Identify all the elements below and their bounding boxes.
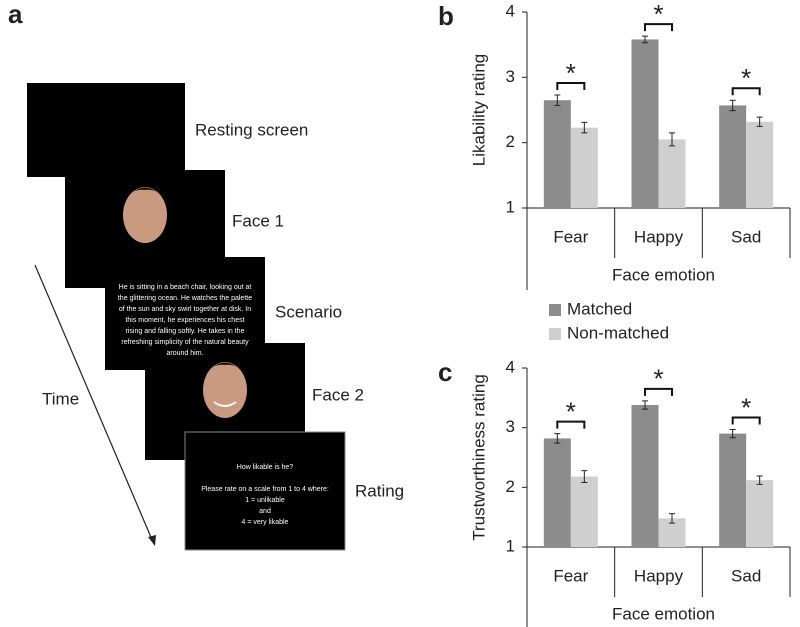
x-tick-label: Sad — [731, 566, 761, 585]
y-tick-label: 2 — [506, 132, 515, 151]
y-tick-label: 1 — [506, 197, 515, 216]
legend-swatch — [549, 304, 561, 316]
significance-star: * — [653, 0, 663, 29]
screen-text: the glittering ocean. He watches the pal… — [118, 295, 252, 302]
error-bar — [729, 428, 736, 439]
screen-text: 4 = very likable — [242, 519, 289, 526]
screen-text: He is sitting in a beach chair, looking … — [119, 284, 252, 291]
error-bar — [669, 132, 675, 147]
significance-bracket — [644, 387, 673, 396]
bar — [543, 438, 571, 547]
significance-bracket — [731, 87, 761, 96]
error-bar — [669, 513, 675, 524]
y-axis-label: Likability rating — [469, 54, 488, 166]
error-bar — [756, 116, 763, 127]
screen — [27, 83, 185, 177]
bar — [631, 39, 659, 208]
error-bar — [581, 470, 588, 484]
bar — [570, 127, 598, 208]
legend-label: Non-matched — [567, 323, 669, 342]
legend-swatch — [549, 328, 561, 340]
y-tick-label: 2 — [506, 477, 515, 496]
significance-star: * — [741, 392, 751, 422]
screen-label: Face 2 — [312, 385, 364, 404]
error-bar — [756, 475, 763, 485]
time-arrow — [34, 264, 154, 543]
bar — [746, 121, 774, 208]
error-bar — [642, 400, 648, 410]
y-tick-label: 3 — [506, 67, 515, 86]
screen-text: rising and falling softly. He takes in t… — [126, 328, 245, 335]
panel-label: b — [438, 1, 454, 31]
y-axis-label: Trustworthiness rating — [469, 374, 488, 541]
significance-star: * — [566, 397, 576, 427]
screen-text: refreshing simplicity of the natural bea… — [121, 339, 249, 346]
bar — [631, 404, 659, 547]
screen — [184, 431, 346, 551]
bar — [570, 476, 598, 547]
y-tick-label: 4 — [506, 1, 515, 20]
screen-text: Please rate on a scale from 1 to 4 where… — [201, 486, 329, 493]
significance-star: * — [566, 58, 576, 88]
significance-star: * — [653, 364, 663, 394]
bar — [719, 433, 747, 547]
legend-label: Matched — [567, 299, 632, 318]
screen-text: of the sun and sky swirl together at dis… — [119, 306, 251, 313]
bar — [746, 480, 774, 547]
y-tick-label: 3 — [506, 417, 515, 436]
error-bar — [729, 99, 736, 112]
time-label: Time — [42, 389, 79, 408]
panel-label: c — [438, 357, 452, 387]
screen-text: this moment, he experiences his chest — [125, 317, 244, 324]
y-tick-label: 4 — [506, 357, 515, 376]
x-tick-label: Fear — [553, 227, 588, 246]
significance-star: * — [741, 63, 751, 93]
x-tick-label: Fear — [553, 566, 588, 585]
x-axis-label: Face emotion — [612, 265, 715, 284]
panel-label: a — [8, 0, 23, 29]
significance-bracket — [644, 23, 673, 32]
significance-bracket — [556, 420, 586, 429]
bar — [543, 100, 571, 208]
significance-bracket — [731, 416, 761, 425]
x-tick-label: Happy — [634, 227, 684, 246]
error-bar — [554, 433, 561, 444]
x-tick-label: Happy — [634, 566, 684, 585]
screen-label: Resting screen — [195, 120, 308, 139]
error-bar — [554, 94, 561, 106]
screen-label: Rating — [355, 481, 404, 500]
screen-text: 1 = unlikable — [245, 497, 285, 504]
screen-text: around him. — [167, 350, 204, 357]
arrow-head — [148, 535, 156, 546]
y-tick-label: 1 — [506, 536, 515, 555]
x-tick-label: Sad — [731, 227, 761, 246]
screen-text: and — [259, 508, 271, 515]
bar — [719, 105, 747, 208]
screen-label: Face 1 — [232, 211, 284, 230]
x-axis-label: Face emotion — [612, 604, 715, 623]
screen-text: How likable is he? — [237, 464, 294, 471]
screen-label: Scenario — [275, 302, 342, 321]
error-bar — [581, 121, 588, 134]
error-bar — [642, 35, 648, 44]
bar — [658, 139, 686, 208]
significance-bracket — [556, 81, 586, 90]
